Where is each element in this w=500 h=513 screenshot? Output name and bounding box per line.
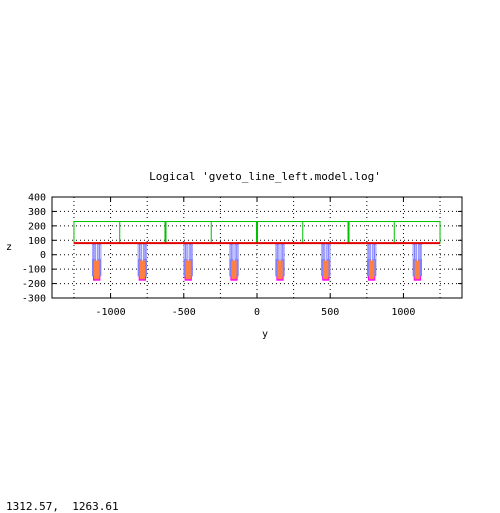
- x-tick-label: 0: [254, 307, 260, 318]
- grid-lines: [52, 196, 462, 299]
- x-tick-label: -500: [172, 307, 196, 318]
- y-tick-label: -300: [22, 294, 46, 305]
- module-core: [323, 260, 329, 280]
- y-tick-label: 400: [28, 193, 46, 204]
- y-tick-label: 0: [40, 250, 46, 261]
- module-core: [185, 260, 191, 280]
- module-core: [139, 260, 145, 280]
- module-core: [369, 260, 375, 280]
- module-core: [231, 260, 237, 280]
- y-tick-label: -200: [22, 279, 46, 290]
- chart-title: Logical 'gveto_line_left.model.log': [149, 170, 381, 183]
- module-core: [277, 260, 283, 280]
- y-axis-ticks: -300 -200 -100 0 100 200 300 400: [22, 193, 462, 305]
- module-core: [94, 260, 100, 280]
- x-tick-label: -1000: [96, 307, 126, 318]
- x-tick-label: 500: [321, 307, 339, 318]
- y-tick-label: 200: [28, 221, 46, 232]
- x-axis-label: y: [262, 329, 268, 340]
- y-tick-label: -100: [22, 265, 46, 276]
- y-tick-label: 300: [28, 207, 46, 218]
- axes-frame: [51, 196, 463, 299]
- y-axis-label: z: [6, 242, 12, 253]
- module-core: [414, 260, 420, 280]
- x-axis-ticks: -1000 -500 0 500 1000: [96, 197, 415, 318]
- x-tick-label: 1000: [391, 307, 415, 318]
- y-tick-label: 100: [28, 236, 46, 247]
- cursor-coordinates: 1312.57, 1263.61: [6, 500, 119, 513]
- geometry-drawing: [73, 221, 441, 281]
